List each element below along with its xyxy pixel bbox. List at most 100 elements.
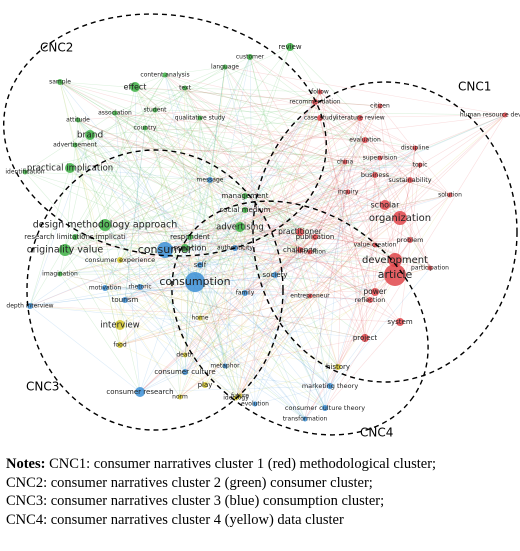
- edge: [329, 337, 366, 387]
- edge: [184, 281, 196, 356]
- edge: [119, 101, 316, 346]
- node: [202, 382, 208, 388]
- edge: [224, 365, 306, 420]
- edge: [184, 66, 226, 356]
- edge: [234, 247, 396, 276]
- edge: [124, 161, 346, 301]
- edge: [314, 236, 326, 409]
- edge: [184, 87, 321, 119]
- node-label: consumer culture theory: [285, 404, 365, 412]
- edge: [114, 66, 226, 114]
- edge: [77, 119, 246, 294]
- edge: [114, 112, 411, 181]
- edge: [274, 251, 311, 276]
- edge: [319, 117, 451, 196]
- cluster-outline: [3, 13, 327, 257]
- edge: [154, 87, 186, 111]
- edge: [184, 354, 226, 367]
- edge: [179, 299, 371, 398]
- edge: [74, 147, 416, 238]
- edge: [29, 249, 166, 307]
- edge: [74, 144, 381, 159]
- node: [447, 192, 453, 198]
- edge: [124, 249, 301, 301]
- edge: [64, 195, 246, 251]
- edge: [299, 231, 339, 368]
- edge: [29, 167, 71, 307]
- edge: [124, 299, 326, 409]
- edge: [154, 109, 371, 301]
- node-label: reflection: [355, 296, 386, 304]
- edge: [199, 317, 306, 420]
- edge: [249, 56, 376, 293]
- node: [242, 207, 248, 213]
- edge: [189, 209, 246, 238]
- node: [407, 177, 413, 183]
- edge: [239, 226, 376, 246]
- edge: [119, 91, 321, 261]
- node: [396, 318, 404, 326]
- edge: [59, 224, 106, 275]
- edge: [114, 112, 246, 211]
- edge: [199, 117, 321, 266]
- node-label: power: [363, 287, 387, 296]
- edge: [64, 119, 79, 251]
- edge: [379, 105, 396, 261]
- edge: [399, 217, 431, 269]
- edge: [179, 295, 311, 398]
- node: [177, 394, 183, 400]
- node-label: depth interview: [6, 303, 53, 310]
- edge: [164, 74, 226, 367]
- edge: [244, 204, 386, 211]
- node-label: motivation: [89, 285, 121, 292]
- edge: [244, 139, 366, 294]
- node-label: design methodology approach: [33, 220, 178, 231]
- edge: [139, 231, 301, 288]
- edge: [144, 127, 241, 397]
- edge: [29, 114, 506, 307]
- edge: [209, 164, 421, 181]
- edge: [124, 244, 376, 301]
- edge: [144, 127, 316, 238]
- network-map: review customer language content analysis te…: [3, 13, 520, 440]
- note: CNC1: consumer narratives cluster 1 (red…: [49, 456, 437, 472]
- edge: [359, 117, 376, 293]
- node-label: attitude: [66, 117, 90, 124]
- node: [307, 249, 313, 255]
- node: [335, 364, 341, 370]
- edge: [59, 273, 366, 339]
- edge: [29, 305, 366, 339]
- edge: [224, 337, 366, 367]
- edge: [29, 305, 401, 323]
- edge: [29, 274, 276, 307]
- node-label: china: [337, 159, 354, 166]
- edge: [419, 114, 506, 166]
- edge: [139, 174, 376, 393]
- edge: [134, 86, 141, 288]
- edge: [299, 105, 381, 233]
- notes: Notes: CNC1: consumer narratives cluster…: [6, 455, 436, 529]
- edge: [59, 273, 366, 339]
- edge: [144, 91, 321, 129]
- node-label: self: [194, 261, 207, 269]
- edge: [29, 305, 201, 319]
- node: [362, 137, 368, 143]
- node-label: social medium: [220, 206, 271, 214]
- edge: [179, 87, 186, 398]
- edge: [194, 46, 291, 283]
- node-label: qualitative study: [175, 115, 226, 122]
- node-label: review: [278, 43, 301, 51]
- node-label: solution: [438, 192, 462, 199]
- node: [85, 130, 95, 140]
- edge: [104, 224, 226, 367]
- edge: [319, 91, 411, 181]
- edge: [199, 46, 291, 319]
- edge: [104, 287, 246, 294]
- edge: [244, 195, 396, 261]
- edge: [244, 217, 401, 294]
- edge: [309, 114, 506, 253]
- edge: [24, 171, 211, 181]
- node: [75, 117, 81, 123]
- edge: [104, 247, 186, 289]
- node-label: death: [176, 352, 194, 359]
